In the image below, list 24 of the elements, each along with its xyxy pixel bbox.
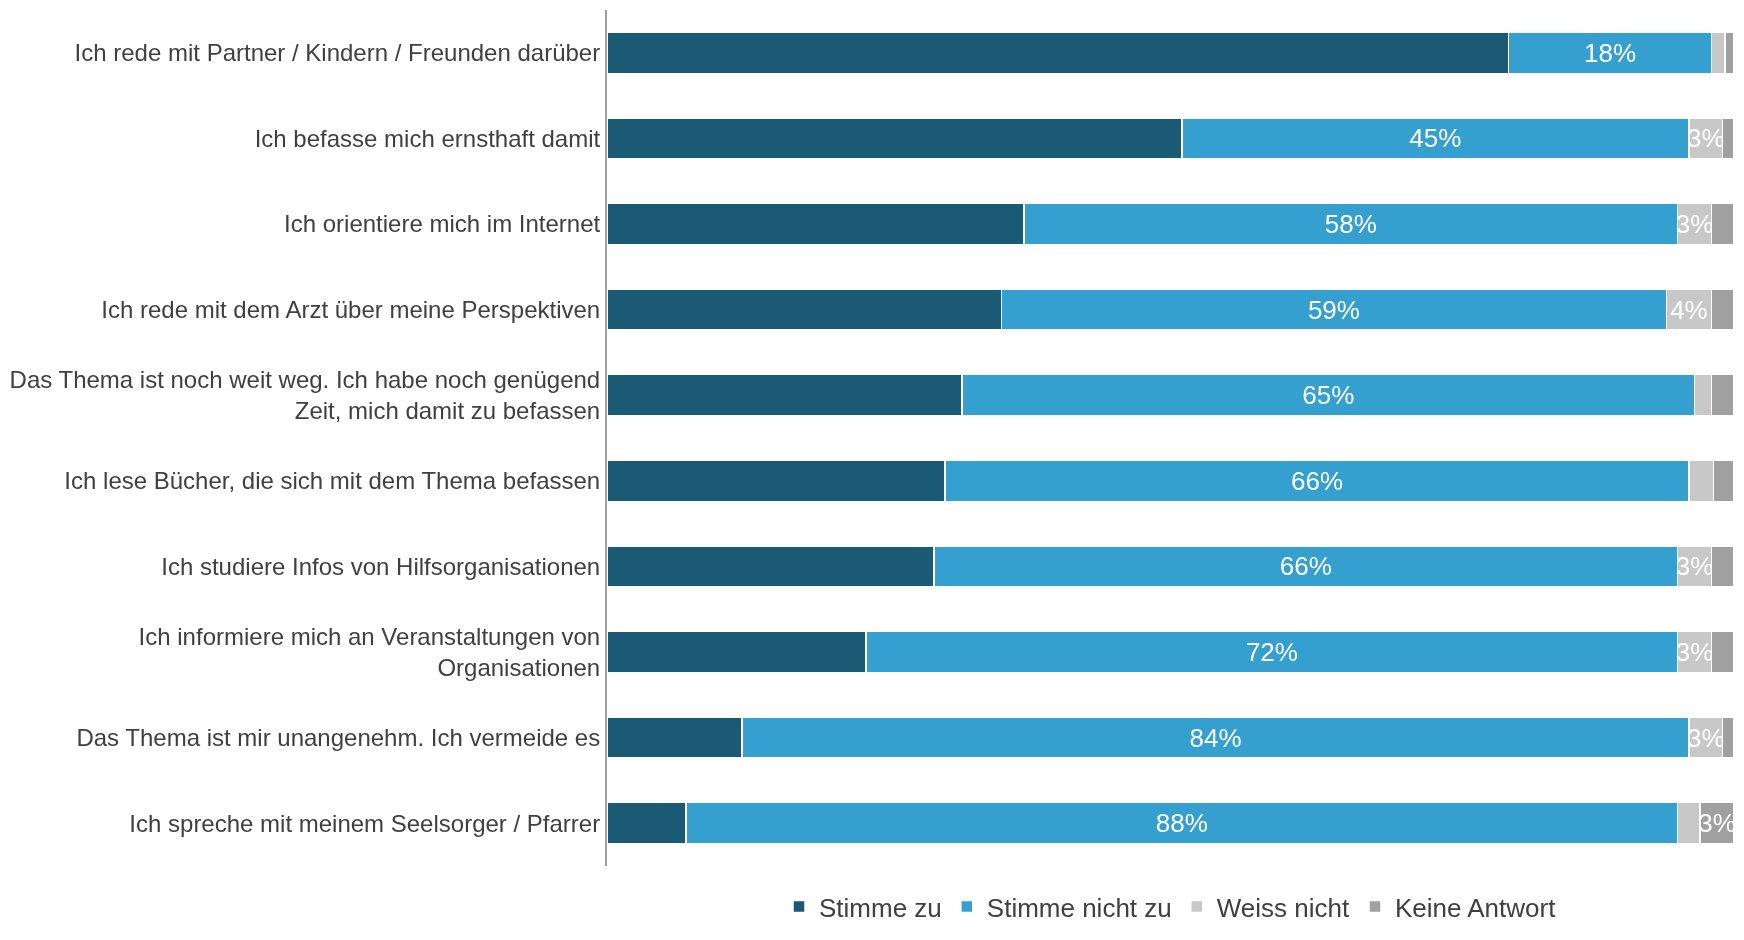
data-label: 59% xyxy=(1307,294,1360,325)
data-label: 72% xyxy=(1245,637,1298,667)
y-tick-label: Ich studiere Infos von Hilfsorganisationen xyxy=(161,552,601,580)
legend-label: Keine Antwort xyxy=(1394,892,1557,923)
data-label: 66% xyxy=(1290,465,1344,496)
data-label: 65% xyxy=(1302,380,1355,411)
data-label: 18% xyxy=(1584,37,1637,68)
y-tick-label: Das Thema ist noch weit weg. Ich habe noch genügend Zeit, mich damit zu befassen xyxy=(9,366,601,425)
y-tick-label: Ich rede mit Partner / Kindern / Freunden darüber xyxy=(74,39,601,67)
data-label: 58% xyxy=(1324,209,1377,239)
legend-label: Weiss nicht xyxy=(1216,892,1350,923)
y-tick-label: Ich spreche mit meinem Seelsorger / Pfarrer xyxy=(129,809,601,837)
data-label: 88% xyxy=(1155,808,1208,839)
y-tick-label: Ich orientiere mich im Internet xyxy=(284,210,601,238)
y-tick-label: Ich rede mit dem Arzt über meine Perspektiven xyxy=(101,296,601,323)
data-label: 84% xyxy=(1189,722,1242,753)
data-label: 66% xyxy=(1279,551,1332,582)
data-label: 45% xyxy=(1409,123,1462,154)
y-tick-label: Ich informiere mich an Veranstaltungen von Organisationen xyxy=(138,622,601,681)
y-tick-label: Ich befasse mich ernsthaft damit xyxy=(254,124,601,152)
y-tick-label: Ich lese Bücher, die sich mit dem Thema befassen xyxy=(64,467,601,495)
y-tick-label: Das Thema ist mir unangenehm. Ich vermeide es xyxy=(76,724,601,751)
legend-label: Stimme zu xyxy=(819,892,942,923)
legend-label: Stimme nicht zu xyxy=(986,892,1172,923)
